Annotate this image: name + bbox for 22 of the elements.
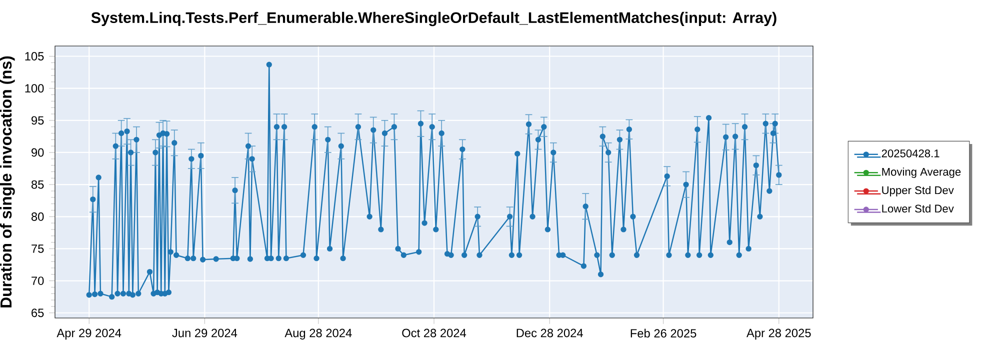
y-tick-label: 80 [31,212,44,221]
x-tick-label: Feb 26 2025 [630,328,696,338]
x-tick-label: Jun 29 2024 [172,328,238,338]
y-tick-label: 95 [32,116,44,125]
legend-label: Upper Std Dev [882,186,954,196]
y-tick-label: 105 [25,52,44,60]
y-tick-label: 90 [32,148,44,157]
x-tick-label: Oct 28 2024 [402,328,466,338]
y-tick-label: 75 [32,244,44,253]
y-axis-title: Duration of single invocation (ns) [0,56,15,308]
y-tick-label: 70 [32,276,44,285]
legend-label: Moving Average [882,168,961,178]
legend-label: Lower Std Dev [882,204,954,213]
y-tick-label: 100 [25,84,44,93]
x-tick-label: Apr 28 2025 [746,328,811,340]
legend-label: 20250428.1 [882,150,940,158]
chart-title: System.Linq.Tests.Perf_Enumerable.WhereSingleOrDefault_LastElementMatches(input: Array) [91,12,776,26]
x-tick-label: Aug 28 2024 [284,328,352,340]
y-tick-label: 85 [31,180,44,189]
x-tick-label: Dec 28 2024 [516,328,583,338]
y-tick-label: 65 [32,308,44,318]
x-tick-label: Apr 29 2024 [56,328,122,340]
